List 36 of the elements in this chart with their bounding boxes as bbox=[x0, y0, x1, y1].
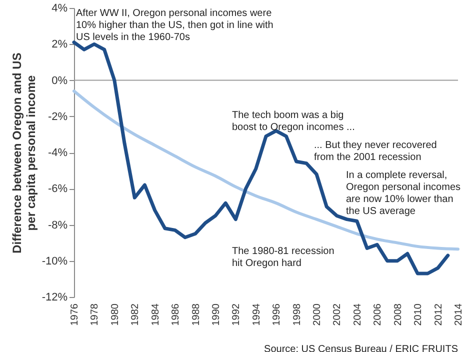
x-tick-label: 1990 bbox=[210, 303, 222, 326]
x-tick-label: 2004 bbox=[352, 303, 364, 326]
x-tick-label: 2002 bbox=[332, 303, 344, 326]
x-tick-label: 1992 bbox=[231, 303, 242, 326]
x-tick-label: 1976 bbox=[70, 303, 80, 326]
x-tick-label: 2008 bbox=[392, 303, 404, 326]
x-tick-label: 1994 bbox=[251, 303, 262, 326]
x-tick-label: 1998 bbox=[292, 303, 303, 326]
x-tick-label: 1988 bbox=[190, 303, 202, 326]
x-tick-label: 1986 bbox=[170, 303, 182, 326]
y-tick-label: -8% bbox=[48, 219, 68, 232]
annotation: The 1980-81 recession hit Oregon hard bbox=[232, 246, 334, 269]
x-tick-label: 1996 bbox=[272, 303, 283, 326]
y-tick-label: -12% bbox=[42, 292, 68, 304]
y-tick-label: -2% bbox=[48, 110, 68, 123]
y-tick-label: -10% bbox=[42, 255, 68, 268]
x-tick-label: 2006 bbox=[372, 303, 384, 326]
annotation: ... But they never recovered from the 2001 recession bbox=[314, 140, 437, 163]
x-tick-label: 2010 bbox=[413, 303, 424, 326]
x-tick-label: 2000 bbox=[312, 303, 324, 326]
annotation: After WW II, Oregon personal incomes were 10% higher than the US, then got in line with US levels in the 1960-70s bbox=[76, 8, 274, 43]
y-tick-label: 2% bbox=[52, 38, 68, 51]
y-tick-label: 0% bbox=[52, 74, 68, 87]
x-tick-label: 1980 bbox=[110, 303, 121, 326]
annotation: In a complete reversal, Oregon personal incomes are now 10% lower than the US average bbox=[346, 170, 461, 217]
x-tick-label: 1984 bbox=[150, 303, 162, 326]
source-note: Source: US Census Bureau / ERIC FRUITS bbox=[264, 344, 458, 352]
x-tick-label: 1978 bbox=[90, 303, 101, 326]
y-tick-label: 4% bbox=[52, 2, 68, 14]
x-tick-label: 2012 bbox=[433, 303, 444, 326]
x-tick-label: 1982 bbox=[130, 303, 142, 326]
y-axis-title: Difference between Oregon and US per capita personal income bbox=[10, 52, 38, 254]
annotation: The tech boom was a big boost to Oregon incomes ... bbox=[232, 110, 355, 133]
x-tick-label: 2014 bbox=[454, 303, 464, 326]
y-tick-label: -4% bbox=[48, 147, 68, 159]
y-tick-label: -6% bbox=[48, 183, 68, 196]
